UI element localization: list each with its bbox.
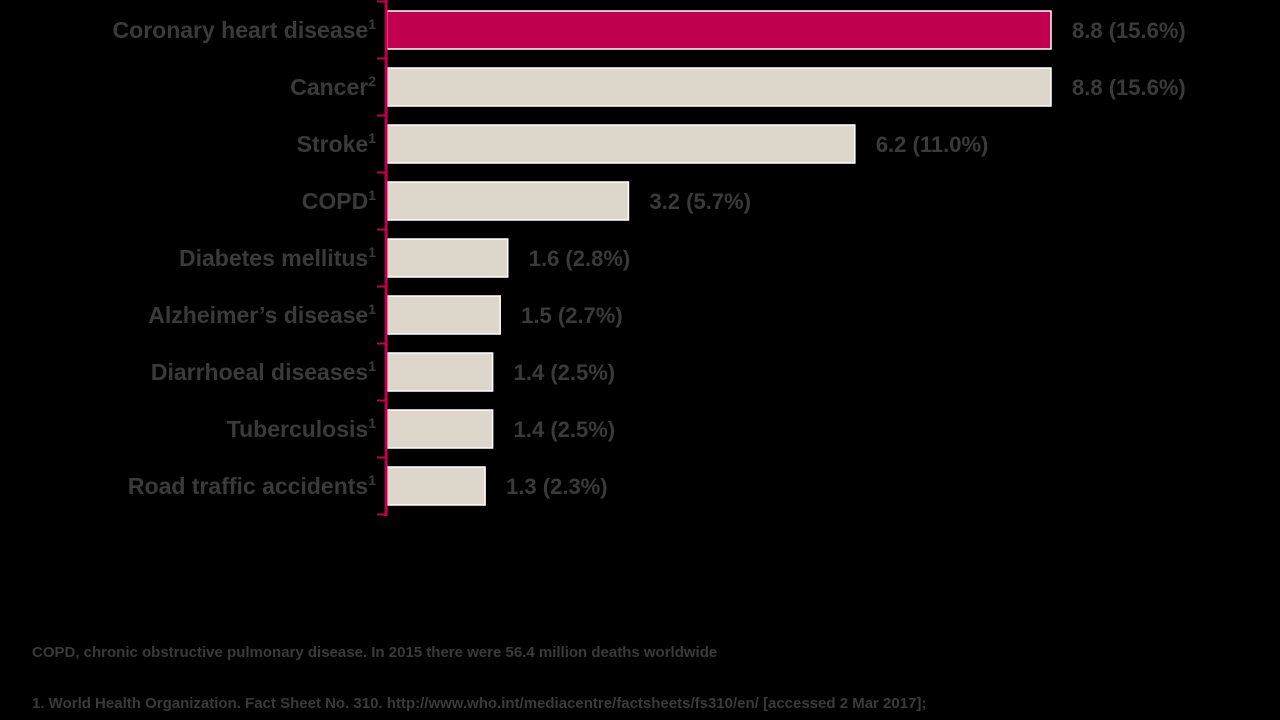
bar-7 bbox=[386, 409, 494, 449]
category-label-3: COPD1 bbox=[302, 187, 376, 214]
bar-3 bbox=[386, 181, 630, 221]
footnote-abbreviation: COPD, chronic obstructive pulmonary dise… bbox=[32, 644, 718, 661]
category-label-8: Road traffic accidents1 bbox=[128, 472, 376, 499]
category-label-5: Alzheimer’s disease1 bbox=[148, 301, 376, 328]
bar-0 bbox=[386, 10, 1052, 50]
value-label-1: 8.8 (15.6%) bbox=[1072, 75, 1186, 100]
value-label-4: 1.6 (2.8%) bbox=[529, 246, 631, 271]
bar-5 bbox=[386, 295, 501, 335]
value-label-0: 8.8 (15.6%) bbox=[1072, 18, 1186, 43]
footnote-source: 1. World Health Organization. Fact Sheet… bbox=[32, 695, 927, 712]
y-axis bbox=[377, 0, 388, 516]
bar-8 bbox=[386, 466, 486, 506]
category-label-6: Diarrhoeal diseases1 bbox=[151, 358, 376, 385]
category-label-1: Cancer2 bbox=[290, 73, 376, 100]
value-label-2: 6.2 (11.0%) bbox=[876, 132, 989, 157]
category-label-7: Tuberculosis1 bbox=[227, 415, 376, 442]
bar-6 bbox=[386, 352, 494, 392]
bars-layer bbox=[386, 10, 1052, 506]
bar-chart: Coronary heart disease1 8.8 (15.6%) Cancer… bbox=[113, 0, 1186, 516]
category-label-4: Diabetes mellitus1 bbox=[179, 244, 376, 271]
value-label-8: 1.3 (2.3%) bbox=[506, 474, 608, 499]
bar-4 bbox=[386, 238, 509, 278]
value-label-5: 1.5 (2.7%) bbox=[521, 303, 623, 328]
category-label-2: Stroke1 bbox=[297, 130, 377, 157]
bar-2 bbox=[386, 124, 856, 164]
bar-1 bbox=[386, 67, 1052, 107]
value-label-6: 1.4 (2.5%) bbox=[514, 360, 616, 385]
value-label-3: 3.2 (5.7%) bbox=[649, 189, 751, 214]
category-label-0: Coronary heart disease1 bbox=[113, 16, 377, 43]
value-label-7: 1.4 (2.5%) bbox=[514, 417, 616, 442]
labels-layer: Coronary heart disease1 8.8 (15.6%) Cancer… bbox=[113, 16, 1186, 499]
